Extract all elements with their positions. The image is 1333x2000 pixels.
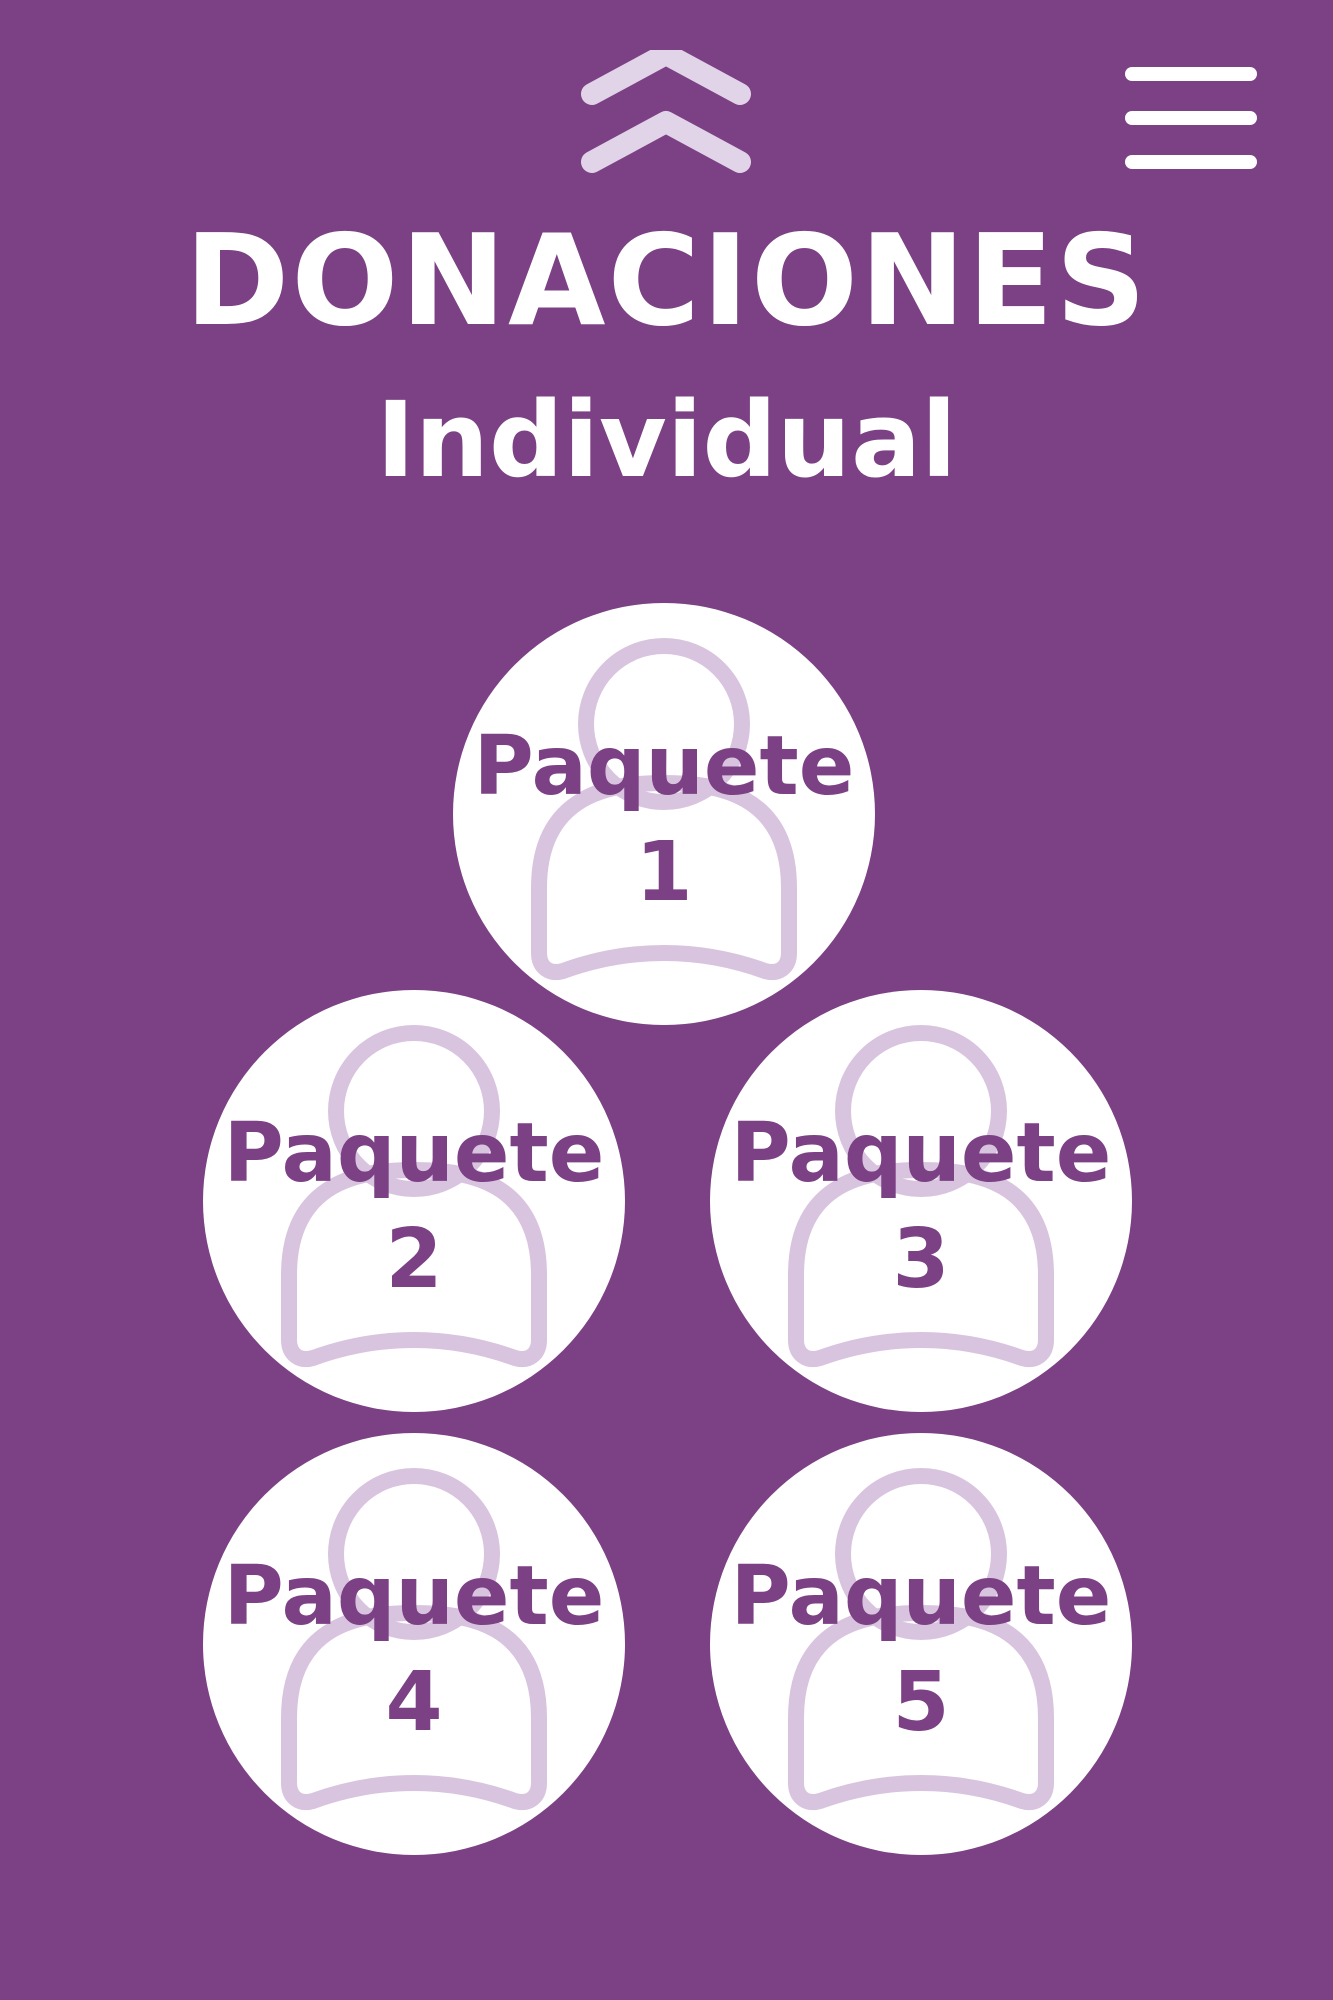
package-label: Paquete: [223, 1549, 605, 1644]
double-chevron-up-icon: [581, 43, 751, 173]
page-title: DONACIONES: [184, 207, 1149, 354]
package-label: Paquete: [223, 1106, 605, 1201]
person-icon: [788, 1468, 1054, 1810]
person-icon: [281, 1468, 547, 1810]
package-number: 5: [892, 1655, 950, 1750]
hamburger-menu-icon: [1125, 67, 1257, 169]
package-1-button[interactable]: Paquete 1: [453, 603, 875, 1025]
package-5-button[interactable]: Paquete 5: [710, 1433, 1132, 1855]
person-icon: [531, 638, 797, 980]
package-number: 3: [892, 1212, 950, 1307]
scroll-up-button[interactable]: [576, 43, 756, 180]
package-label: Paquete: [473, 719, 855, 814]
package-3-button[interactable]: Paquete 3: [710, 990, 1132, 1412]
person-icon: [281, 1025, 547, 1367]
package-2-button[interactable]: Paquete 2: [203, 990, 625, 1412]
page-subtitle: Individual: [376, 379, 957, 501]
package-label: Paquete: [730, 1106, 1112, 1201]
menu-button[interactable]: [1124, 66, 1258, 170]
package-label: Paquete: [730, 1549, 1112, 1644]
package-4-button[interactable]: Paquete 4: [203, 1433, 625, 1855]
package-number: 4: [385, 1655, 443, 1750]
package-number: 1: [635, 825, 693, 920]
person-icon: [788, 1025, 1054, 1367]
package-number: 2: [385, 1212, 443, 1307]
